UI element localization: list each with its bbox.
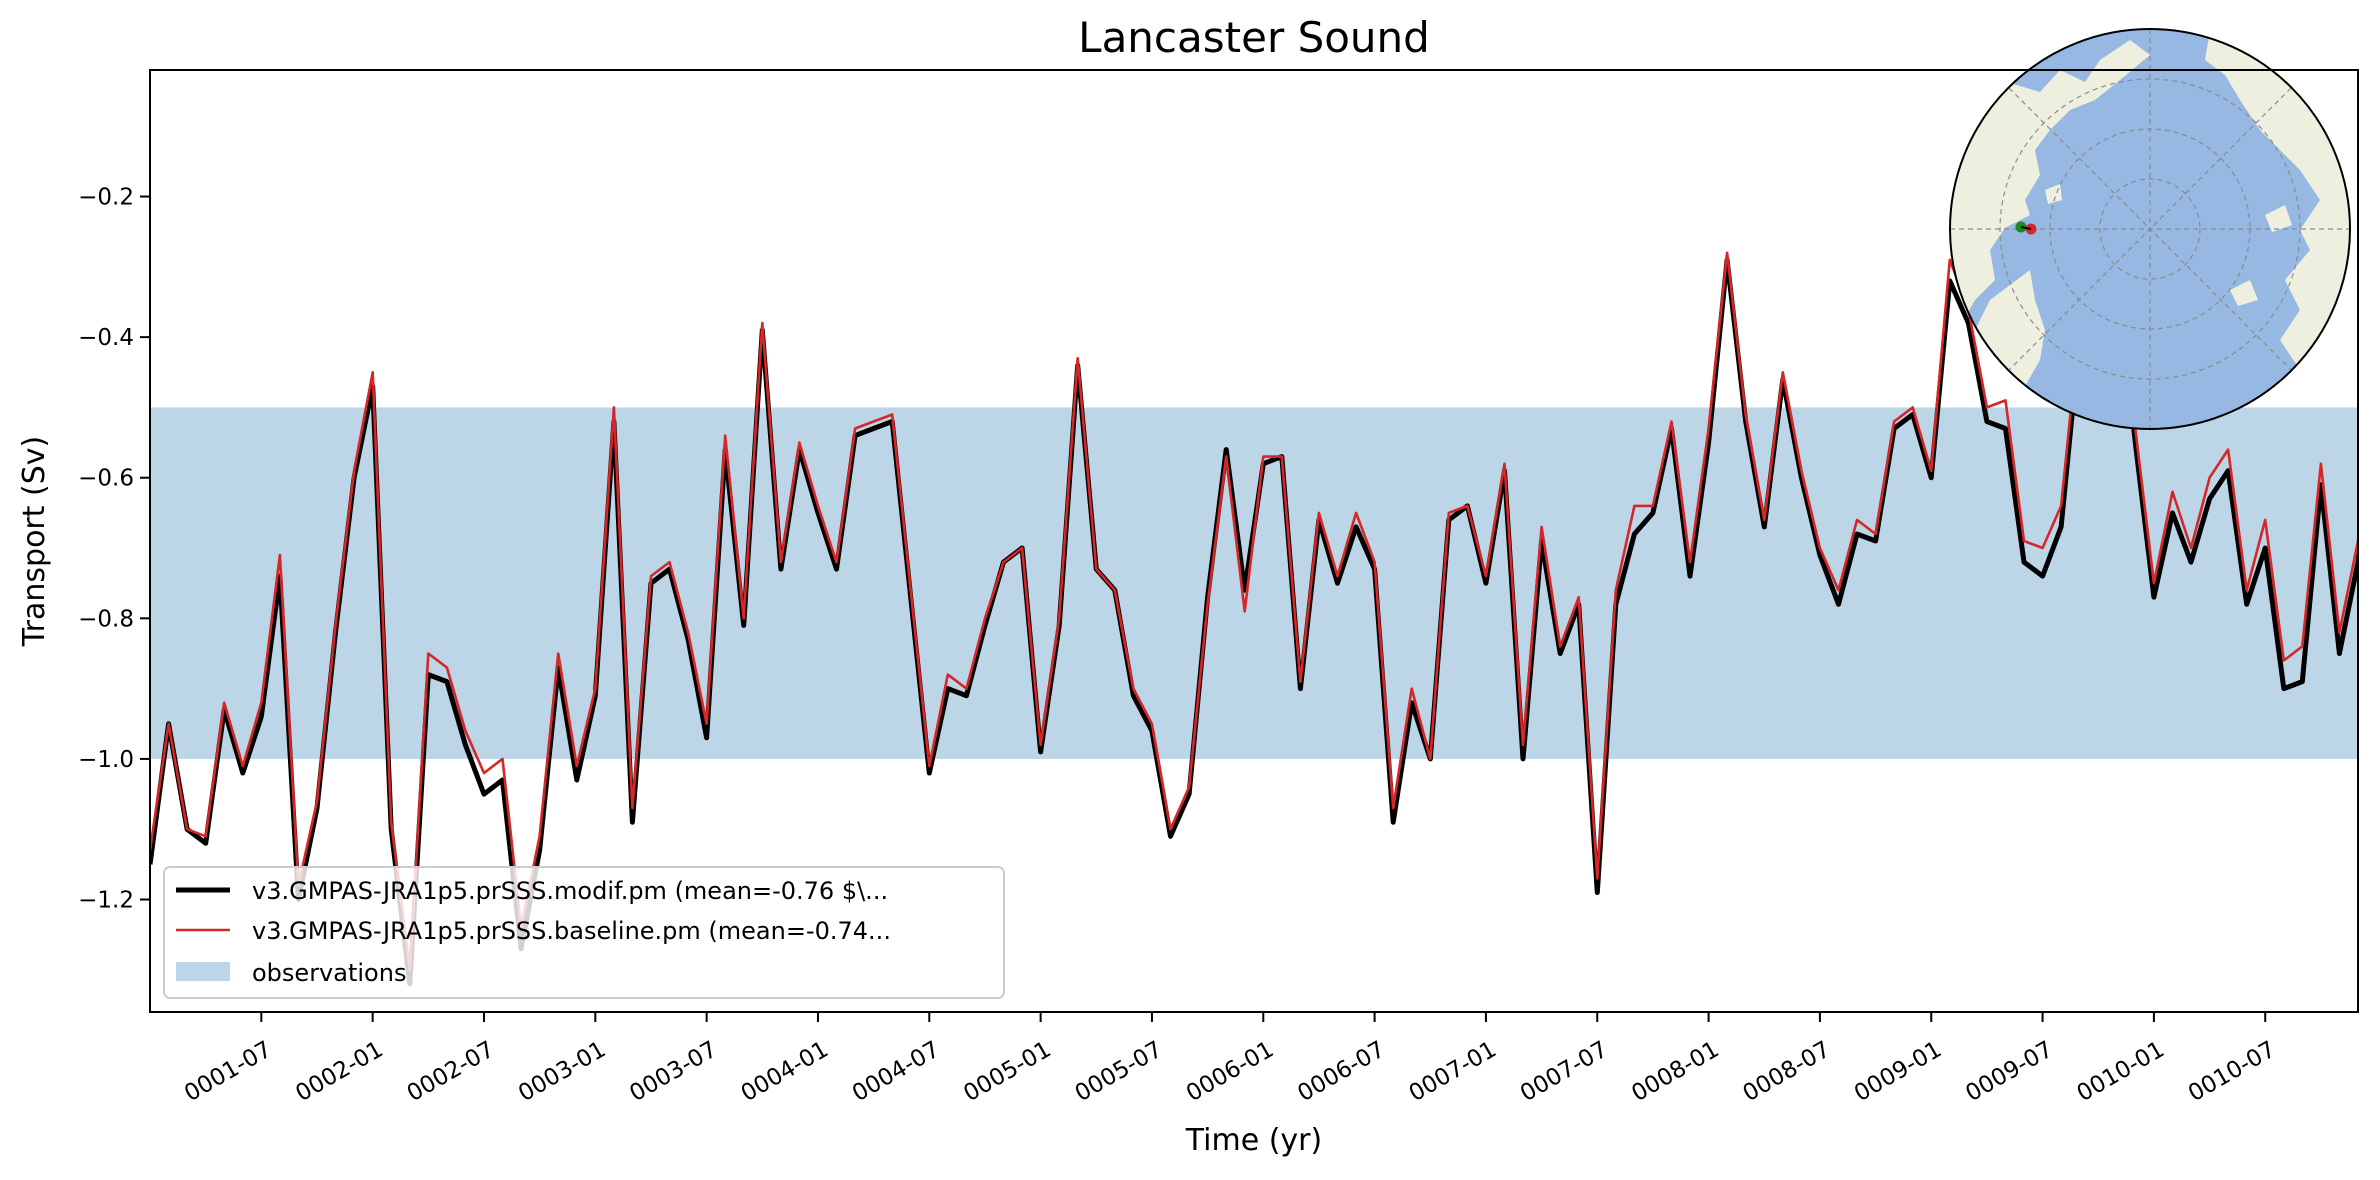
x-tick-label: 0002-01 bbox=[291, 1037, 387, 1108]
y-tick-label: −0.4 bbox=[78, 325, 134, 351]
legend-label-observations: observations bbox=[252, 959, 406, 987]
map-graticule bbox=[1950, 29, 2350, 429]
x-tick-label: 0006-01 bbox=[1182, 1037, 1278, 1108]
legend-box bbox=[163, 866, 1005, 999]
x-tick-label: 0010-07 bbox=[2184, 1037, 2280, 1108]
x-tick-label: 0007-07 bbox=[1516, 1037, 1612, 1108]
map-island bbox=[2005, 140, 2032, 168]
x-tick-label: 0009-01 bbox=[1850, 1037, 1946, 1108]
arctic-location-map bbox=[1949, 28, 2351, 430]
x-tick-label: 0008-01 bbox=[1627, 1037, 1723, 1108]
y-tick-label: −1.2 bbox=[78, 888, 134, 914]
legend-swatch-observations bbox=[176, 962, 230, 981]
legend: v3.GMPAS-JRA1p5.prSSS.modif.pm (mean=-0.… bbox=[163, 866, 1005, 999]
y-tick-label: −0.8 bbox=[78, 606, 134, 632]
y-axis-title: Transport (Sv) bbox=[17, 436, 52, 648]
x-tick-label: 0009-07 bbox=[1961, 1037, 2057, 1108]
y-tick-label: −0.2 bbox=[78, 185, 134, 211]
x-tick-label: 0001-07 bbox=[180, 1037, 276, 1108]
plot-frame bbox=[149, 69, 2359, 1013]
y-axis: −1.2 −1.0 −0.8 −0.6 −0.4 −0.2 bbox=[78, 185, 150, 914]
y-tick-label: −1.0 bbox=[78, 747, 134, 773]
x-axis-title: Time (yr) bbox=[1185, 1123, 1322, 1158]
map-land-eurasia bbox=[2205, 30, 2350, 425]
x-axis: 0001-07 0002-01 0002-07 0003-01 0003-07 0004-… bbox=[180, 1012, 2280, 1107]
map-border bbox=[1949, 28, 2351, 430]
x-tick-label: 0007-01 bbox=[1405, 1037, 1501, 1108]
y-tick-label: −0.6 bbox=[78, 466, 134, 492]
map-island bbox=[2230, 280, 2258, 306]
x-tick-label: 0003-01 bbox=[514, 1037, 610, 1108]
chart-title: Lancaster Sound bbox=[1078, 13, 1430, 62]
map-land-north-america bbox=[1950, 40, 2150, 360]
x-tick-label: 0010-01 bbox=[2073, 1037, 2169, 1108]
legend-label-modif: v3.GMPAS-JRA1p5.prSSS.modif.pm (mean=-0.… bbox=[252, 877, 888, 905]
x-tick-label: 0005-07 bbox=[1071, 1037, 1167, 1108]
x-tick-label: 0006-07 bbox=[1293, 1037, 1389, 1108]
map-island bbox=[1985, 168, 2010, 192]
legend-label-baseline: v3.GMPAS-JRA1p5.prSSS.baseline.pm (mean=… bbox=[252, 917, 891, 945]
x-tick-label: 0004-01 bbox=[737, 1037, 833, 1108]
map-island bbox=[2265, 205, 2292, 232]
x-tick-label: 0002-07 bbox=[403, 1037, 499, 1108]
x-tick-label: 0005-01 bbox=[959, 1037, 1055, 1108]
observations-band bbox=[150, 407, 2358, 759]
x-tick-label: 0003-07 bbox=[625, 1037, 721, 1108]
x-tick-label: 0004-07 bbox=[848, 1037, 944, 1108]
x-tick-label: 0008-07 bbox=[1739, 1037, 1835, 1108]
